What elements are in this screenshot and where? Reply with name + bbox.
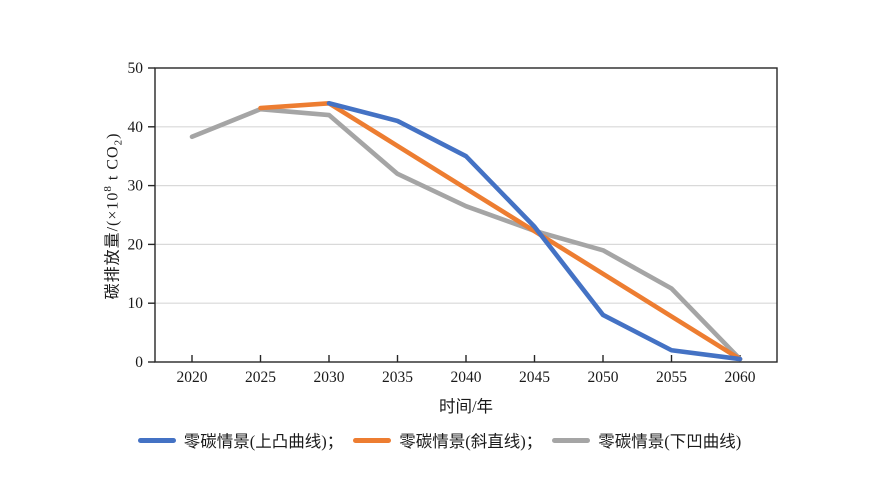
legend-swatch-convex-blue bbox=[137, 437, 176, 443]
legend-item-straight: 零碳情景(斜直线)； bbox=[353, 428, 542, 452]
series-line-1 bbox=[258, 100, 743, 362]
y-tick-label: 10 bbox=[128, 295, 144, 312]
x-axis-title: 时间/年 bbox=[438, 397, 494, 416]
x-tick-label: 2025 bbox=[245, 369, 276, 386]
y-tick-label: 40 bbox=[128, 119, 144, 136]
legend-item-convex: 零碳情景(上凸曲线)； bbox=[137, 428, 344, 452]
y-tick-label: 0 bbox=[135, 354, 143, 371]
legend-item-concave: 零碳情景(下凹曲线) bbox=[552, 428, 741, 452]
x-tick-label: 2020 bbox=[177, 369, 208, 386]
x-tick-label: 2030 bbox=[314, 369, 345, 386]
legend-label: 零碳情景(上凸曲线)； bbox=[183, 432, 344, 451]
legend-label: 零碳情景(斜直线)； bbox=[399, 432, 543, 451]
y-axis-title-prefix: 碳排放量/(×10 bbox=[104, 191, 122, 300]
legend-swatch-straight-orange bbox=[353, 437, 392, 443]
legend: 零碳情景(上凸曲线)； 零碳情景(斜直线)； 零碳情景(下凹曲线) bbox=[0, 428, 879, 452]
y-tick-label: 20 bbox=[128, 236, 144, 253]
x-tick-label: 2050 bbox=[588, 369, 619, 386]
y-axis-title-subscript: 2 bbox=[112, 138, 125, 146]
x-tick-label: 2035 bbox=[382, 369, 413, 386]
legend-swatch-concave-gray bbox=[552, 437, 591, 443]
x-tick-label: 2055 bbox=[656, 369, 687, 386]
x-tick-label: 2060 bbox=[725, 369, 756, 386]
y-axis-title-suffix: ) bbox=[104, 132, 122, 139]
y-tick-label: 30 bbox=[128, 178, 144, 195]
series-line-2 bbox=[189, 106, 743, 362]
y-axis-title-mid: t CO bbox=[104, 145, 122, 186]
y-tick-label: 50 bbox=[128, 60, 144, 77]
series-line-0 bbox=[326, 100, 743, 362]
x-tick-label: 2040 bbox=[451, 369, 482, 386]
legend-label: 零碳情景(下凹曲线) bbox=[598, 432, 742, 451]
y-axis-title-superscript: 8 bbox=[102, 185, 114, 192]
y-axis-title: 碳排放量/(×108 t CO2) bbox=[97, 66, 125, 366]
x-tick-label: 2045 bbox=[519, 369, 550, 386]
